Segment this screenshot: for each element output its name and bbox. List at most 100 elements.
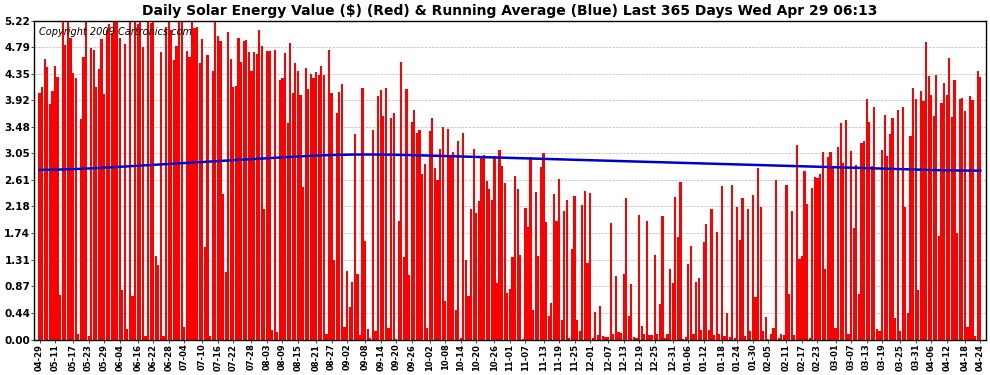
Bar [356,274,358,339]
Bar [69,38,71,339]
Bar [832,166,835,339]
Bar [44,59,46,339]
Bar [592,338,594,339]
Bar [847,334,849,339]
Bar [703,242,705,339]
Bar [870,165,873,339]
Bar [612,334,615,339]
Bar [90,48,92,339]
Bar [641,326,643,339]
Bar [695,282,697,339]
Bar [279,80,281,339]
Bar [95,87,97,339]
Bar [178,21,180,339]
Bar [175,45,177,339]
Bar [928,76,930,339]
Bar [687,264,689,339]
Bar [364,241,366,339]
Bar [341,84,343,339]
Bar [830,152,832,339]
Bar [170,30,172,339]
Bar [379,90,382,339]
Bar [532,310,535,339]
Bar [193,28,196,339]
Bar [863,141,865,339]
Bar [67,21,69,339]
Bar [865,99,867,339]
Bar [59,295,61,339]
Bar [385,88,387,339]
Bar [543,153,545,339]
Bar [100,39,103,339]
Bar [711,209,713,339]
Bar [72,73,74,339]
Bar [501,166,503,339]
Bar [320,66,323,339]
Bar [623,274,625,339]
Bar [225,272,227,339]
Bar [809,338,811,339]
Bar [472,149,475,339]
Bar [956,233,958,339]
Bar [318,75,320,339]
Bar [124,44,126,339]
Bar [199,63,201,339]
Bar [838,147,840,339]
Bar [902,108,904,339]
Bar [739,240,742,339]
Bar [506,293,509,339]
Bar [85,21,87,339]
Bar [907,313,909,339]
Bar [899,332,901,339]
Bar [333,260,336,339]
Bar [387,328,389,339]
Bar [121,290,124,339]
Bar [162,336,164,339]
Bar [132,296,134,339]
Bar [47,67,49,339]
Bar [137,24,139,339]
Bar [82,57,84,339]
Bar [923,101,925,339]
Bar [953,80,955,339]
Bar [581,205,583,339]
Bar [653,255,655,339]
Bar [658,304,661,339]
Bar [677,237,679,339]
Bar [842,163,844,339]
Bar [933,116,935,339]
Bar [920,92,922,339]
Bar [77,334,79,339]
Bar [209,336,211,339]
Bar [669,269,671,339]
Bar [361,88,363,339]
Bar [313,78,315,339]
Bar [235,86,237,339]
Bar [656,334,658,339]
Bar [204,248,206,339]
Bar [421,174,423,339]
Bar [108,24,111,339]
Bar [258,30,260,339]
Bar [426,328,429,339]
Bar [416,133,418,339]
Bar [485,182,488,339]
Bar [119,38,121,339]
Bar [212,71,214,339]
Bar [186,51,188,339]
Bar [705,224,708,339]
Bar [315,72,317,339]
Bar [525,209,527,339]
Bar [517,189,519,339]
Bar [353,134,356,339]
Bar [684,337,687,339]
Bar [545,222,547,339]
Bar [478,201,480,339]
Bar [445,301,446,339]
Bar [648,335,650,339]
Bar [742,198,743,339]
Bar [183,327,185,339]
Bar [366,329,369,339]
Bar [754,297,756,339]
Bar [273,50,276,339]
